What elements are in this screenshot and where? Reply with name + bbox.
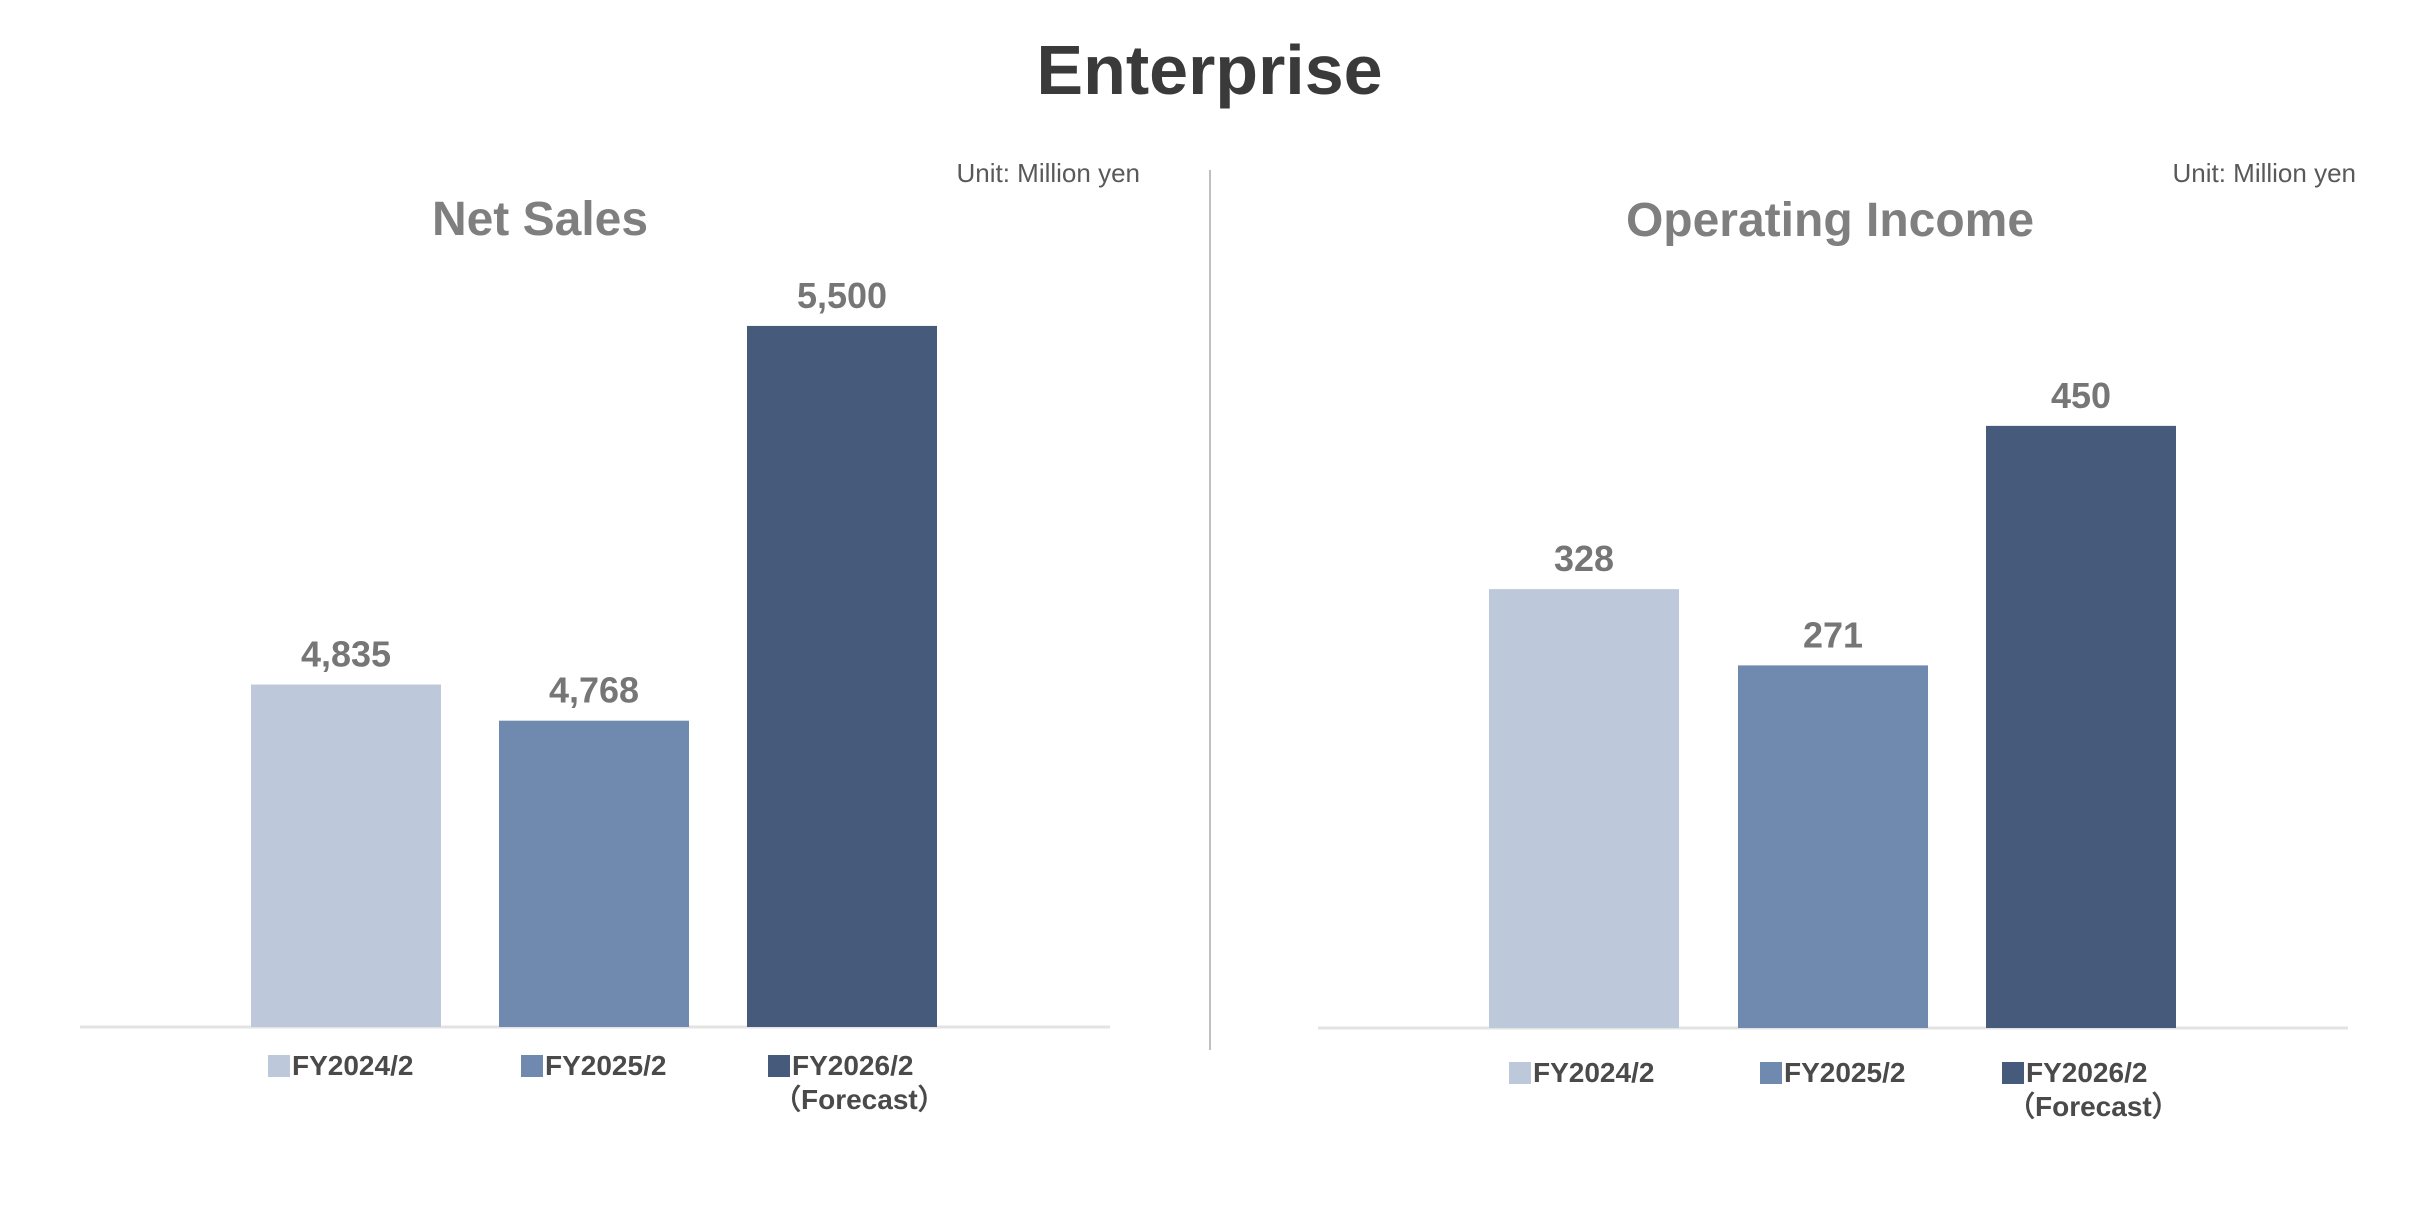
data-label: 4,835 (301, 634, 391, 675)
legend-swatch (1509, 1062, 1531, 1084)
legend-swatch (1760, 1062, 1782, 1084)
unit-label-operating-income: Unit: Million yen (2172, 158, 2356, 188)
data-label: 271 (1803, 614, 1863, 655)
net-sales-chart: Net Sales 4,835 FY2024/2 4,768 FY2025/2 5,500… (80, 193, 1110, 1115)
legend-label: FY2026/2 (792, 1050, 913, 1081)
legend-label: FY2025/2 (1784, 1057, 1905, 1088)
panel-divider (1209, 170, 1211, 1050)
bar-fy2025-2 (499, 720, 689, 1027)
chart-title: Net Sales (432, 193, 648, 246)
page-title: Enterprise (1036, 31, 1383, 109)
bar-fy2025-2 (1738, 665, 1928, 1028)
data-label: 328 (1554, 538, 1614, 579)
bar-fy2026-2 (747, 325, 937, 1027)
legend-label: FY2025/2 (545, 1050, 666, 1081)
legend-swatch (521, 1055, 543, 1077)
bar-fy2024-2 (1489, 589, 1679, 1028)
legend-label: （Forecast） (2007, 1090, 2180, 1122)
data-label: 4,768 (549, 670, 639, 711)
legend-swatch (768, 1055, 790, 1077)
legend-label: FY2024/2 (1533, 1057, 1654, 1088)
legend-label: FY2024/2 (292, 1050, 413, 1081)
legend-label: FY2026/2 (2026, 1057, 2147, 1088)
legend-swatch (268, 1055, 290, 1077)
unit-label-net-sales: Unit: Million yen (956, 158, 1140, 188)
data-label: 450 (2051, 375, 2111, 416)
chart-title: Operating Income (1626, 194, 2034, 247)
bar-fy2024-2 (251, 684, 441, 1027)
data-label: 5,500 (797, 275, 887, 316)
bar-fy2026-2 (1986, 425, 2176, 1028)
legend-swatch (2002, 1062, 2024, 1084)
legend-label: （Forecast） (773, 1083, 946, 1115)
